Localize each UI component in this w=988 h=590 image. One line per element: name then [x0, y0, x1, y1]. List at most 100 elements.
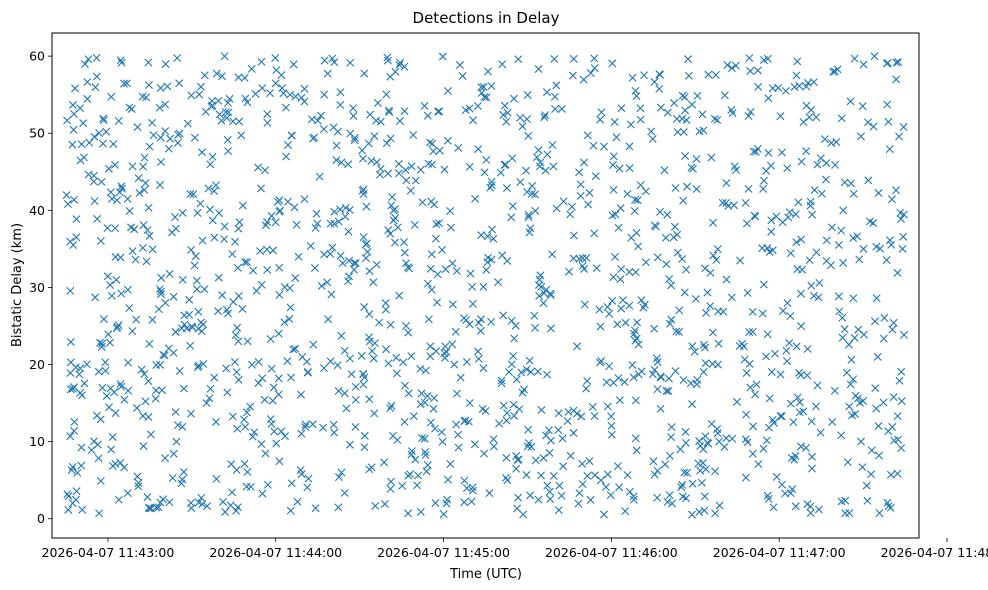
data-point	[68, 384, 77, 393]
data-point	[479, 364, 488, 373]
data-point	[783, 299, 792, 307]
data-point	[751, 390, 760, 399]
data-point	[431, 234, 440, 243]
data-point	[782, 346, 791, 355]
data-point	[125, 206, 134, 215]
data-point	[231, 331, 240, 340]
data-point	[588, 402, 597, 411]
data-point	[362, 202, 371, 211]
data-point	[161, 100, 170, 109]
data-point	[106, 384, 115, 393]
data-point	[632, 334, 641, 343]
data-point	[238, 304, 247, 313]
data-point	[679, 127, 688, 136]
data-point	[382, 345, 391, 354]
data-point	[523, 91, 532, 100]
data-point	[212, 474, 221, 483]
data-point	[234, 73, 243, 82]
data-point	[769, 503, 778, 512]
data-point	[282, 152, 291, 161]
data-point	[501, 473, 510, 482]
data-point	[656, 70, 664, 79]
data-point	[358, 154, 367, 163]
data-point	[386, 484, 395, 493]
data-point	[411, 176, 420, 185]
data-point	[609, 152, 618, 161]
data-point	[350, 265, 359, 274]
data-point	[293, 497, 302, 506]
data-point	[64, 492, 73, 501]
data-point	[850, 333, 859, 342]
data-point	[809, 78, 818, 87]
data-point	[317, 281, 326, 290]
data-point	[741, 473, 750, 482]
data-point	[272, 439, 281, 448]
data-point	[175, 129, 184, 138]
data-point	[402, 176, 411, 185]
data-point	[326, 357, 335, 366]
data-point	[526, 224, 535, 233]
data-point	[87, 446, 96, 455]
data-point	[661, 233, 670, 242]
data-point	[696, 466, 705, 475]
data-point	[185, 295, 194, 304]
data-point	[83, 78, 92, 87]
data-point	[261, 449, 270, 458]
data-point	[336, 100, 345, 109]
data-point	[400, 248, 409, 257]
data-point	[340, 346, 349, 355]
data-point	[607, 430, 616, 439]
data-point	[329, 420, 338, 429]
data-point	[394, 159, 403, 168]
data-point	[249, 266, 258, 275]
data-point	[221, 507, 230, 516]
data-point	[589, 141, 598, 150]
data-point	[474, 354, 483, 363]
data-point	[128, 247, 137, 256]
data-point	[548, 141, 557, 149]
data-point	[300, 84, 309, 93]
data-point	[663, 210, 672, 219]
data-point	[522, 470, 531, 479]
data-point	[269, 246, 278, 255]
data-point	[722, 434, 731, 443]
data-point	[617, 265, 626, 274]
data-point	[405, 264, 414, 273]
data-point	[111, 224, 120, 233]
data-point	[812, 113, 821, 122]
data-point	[398, 481, 407, 490]
y-tick-label: 40	[29, 203, 45, 218]
data-point	[281, 432, 289, 441]
data-point	[400, 107, 409, 116]
data-point	[400, 417, 409, 426]
data-point	[554, 506, 563, 515]
data-point	[193, 363, 202, 372]
data-point	[503, 408, 512, 417]
data-point	[393, 436, 402, 445]
data-point	[131, 255, 140, 264]
data-point	[474, 318, 483, 327]
data-point	[650, 221, 659, 230]
data-point	[319, 125, 328, 134]
data-point	[526, 491, 535, 500]
data-point	[700, 492, 709, 501]
data-point	[233, 424, 242, 433]
data-point	[743, 438, 752, 447]
data-point	[625, 164, 634, 173]
data-point	[746, 383, 755, 392]
data-point	[869, 122, 878, 131]
data-point	[370, 409, 379, 418]
y-tick-label: 20	[29, 357, 45, 372]
data-point	[897, 367, 906, 376]
data-point	[750, 211, 759, 220]
data-point	[223, 388, 232, 397]
data-point	[698, 458, 707, 467]
data-point	[280, 318, 289, 327]
data-point	[709, 251, 718, 260]
data-point	[541, 166, 550, 175]
data-point	[396, 58, 405, 67]
data-point	[676, 445, 685, 454]
data-point	[663, 497, 672, 506]
data-point	[260, 395, 269, 404]
data-point	[382, 139, 391, 148]
